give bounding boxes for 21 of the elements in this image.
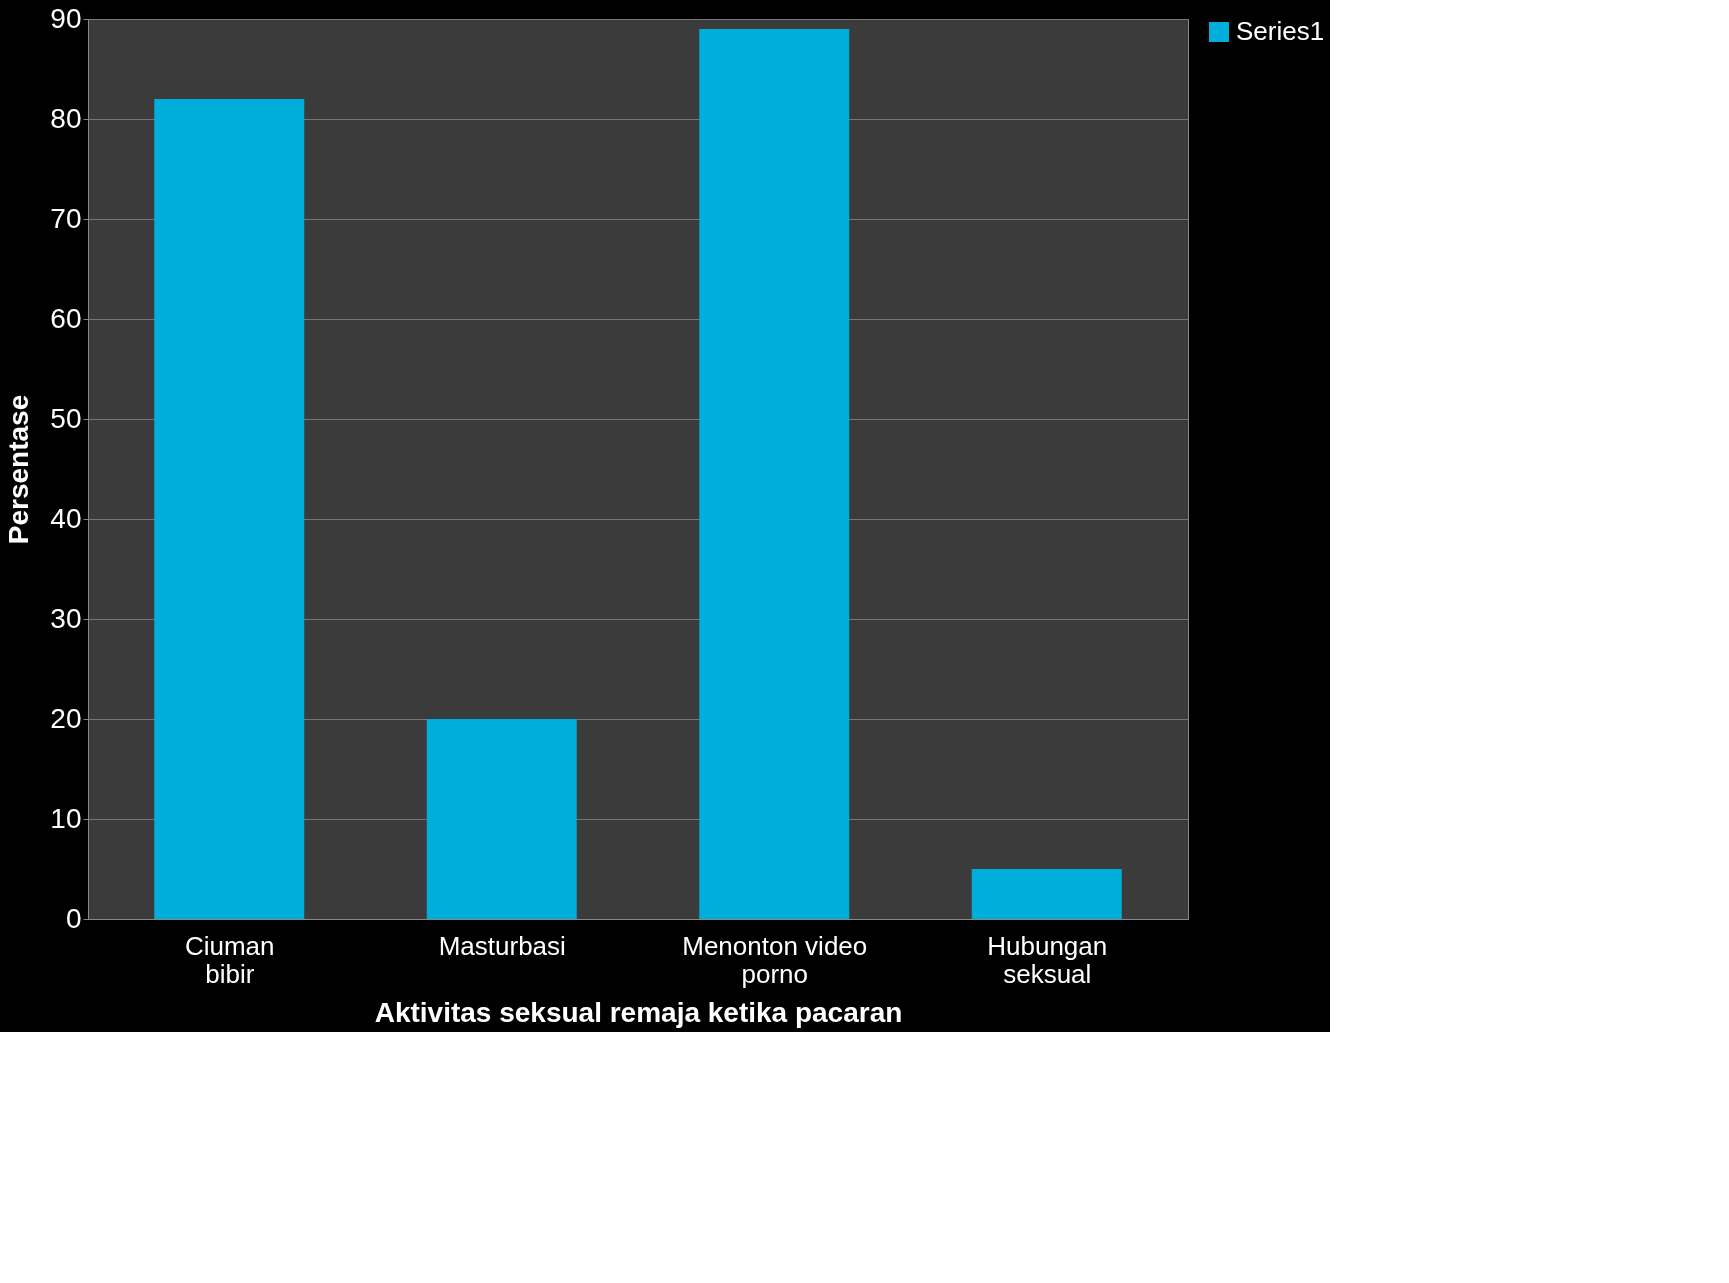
y-tick-label: 50 — [50, 402, 82, 434]
y-tick-label: 20 — [50, 702, 82, 734]
x-tick-label: Masturbasi — [438, 930, 566, 961]
x-axis-title: Aktivitas seksual remaja ketika pacaran — [374, 996, 903, 1028]
x-tick-label: Ciuman bibir — [184, 930, 275, 989]
bar — [426, 719, 577, 919]
y-tick-label: 10 — [50, 802, 82, 834]
x-tick-label: Menonton video porno — [682, 930, 868, 989]
y-axis-title: Persentase — [3, 394, 35, 545]
y-tick-label: 30 — [50, 602, 82, 634]
x-tick-label: Hubungan seksual — [987, 930, 1108, 989]
bar — [971, 869, 1122, 919]
y-tick-label: 60 — [50, 302, 82, 334]
y-tick-label: 0 — [65, 902, 82, 934]
y-tick-label: 70 — [50, 202, 82, 234]
y-tick-label: 90 — [50, 2, 82, 34]
y-tick-label: 80 — [50, 102, 82, 134]
y-tick-label: 40 — [50, 502, 82, 534]
legend-label: Series1 — [1236, 16, 1325, 46]
bar — [154, 99, 305, 919]
bar — [699, 29, 850, 919]
